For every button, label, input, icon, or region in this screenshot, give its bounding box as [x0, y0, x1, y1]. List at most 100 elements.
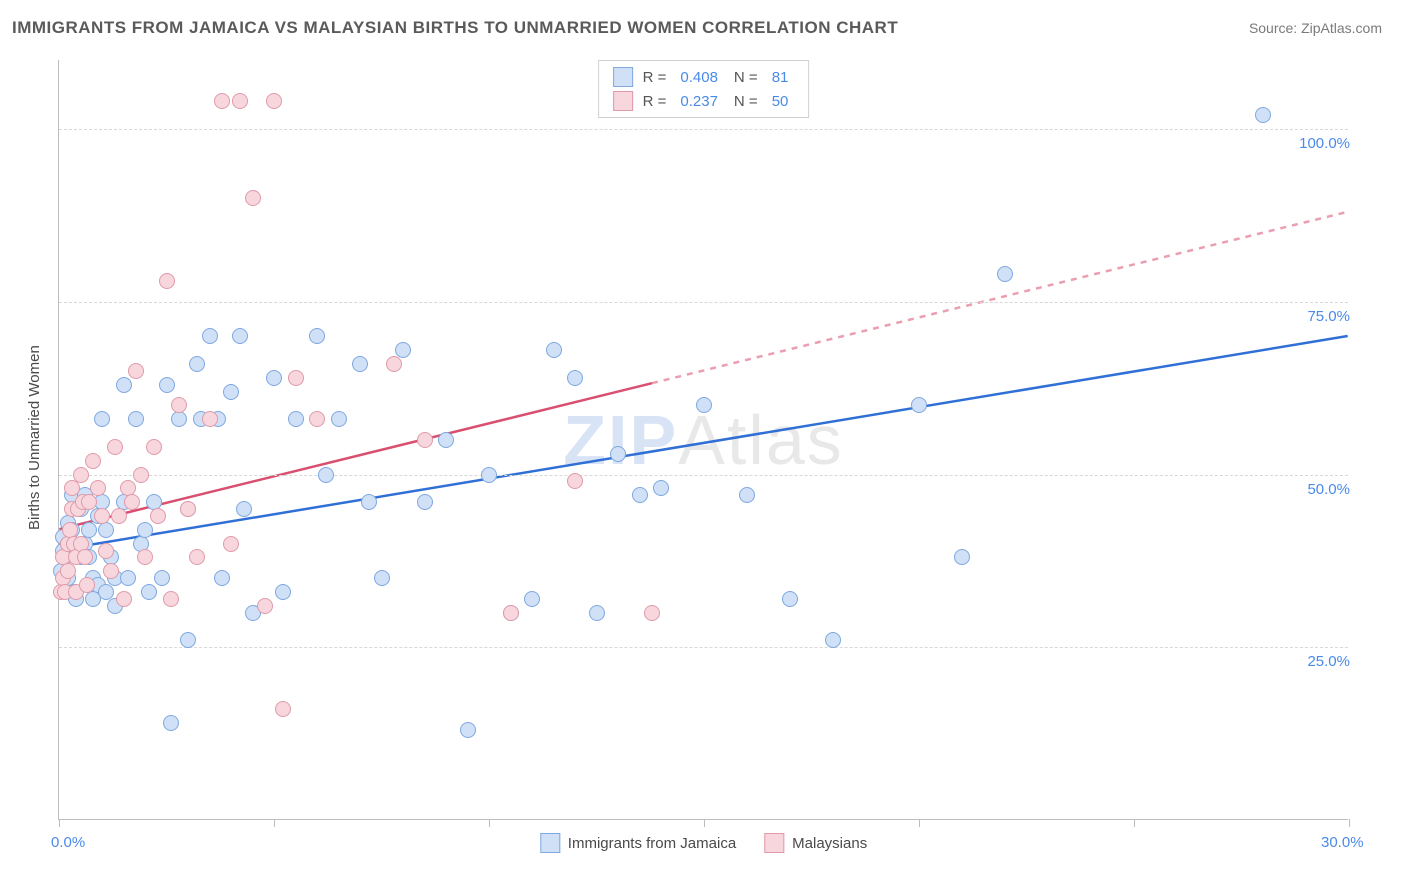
data-point	[103, 563, 119, 579]
x-tick-label: 0.0%	[51, 834, 85, 851]
data-point	[214, 93, 230, 109]
data-point	[331, 411, 347, 427]
data-point	[137, 522, 153, 538]
n-value-1: 50	[772, 93, 789, 110]
data-point	[111, 508, 127, 524]
data-point	[94, 411, 110, 427]
data-point	[524, 591, 540, 607]
data-point	[352, 356, 368, 372]
data-point	[275, 701, 291, 717]
data-point	[1255, 107, 1271, 123]
legend-label-1: Malaysians	[792, 835, 867, 852]
data-point	[318, 467, 334, 483]
data-point	[146, 439, 162, 455]
data-point	[266, 93, 282, 109]
legend-label-0: Immigrants from Jamaica	[568, 835, 736, 852]
data-point	[632, 487, 648, 503]
swatch-series-0	[613, 67, 633, 87]
data-point	[589, 605, 605, 621]
data-point	[189, 549, 205, 565]
data-point	[85, 453, 101, 469]
data-point	[567, 370, 583, 386]
data-point	[202, 411, 218, 427]
data-point	[739, 487, 755, 503]
n-value-0: 81	[772, 69, 789, 86]
data-point	[460, 722, 476, 738]
data-point	[644, 605, 660, 621]
data-point	[223, 384, 239, 400]
data-point	[997, 266, 1013, 282]
gridline	[59, 647, 1348, 648]
data-point	[288, 370, 304, 386]
data-point	[266, 370, 282, 386]
plot-area: ZIPAtlas R = 0.408 N = 81 R = 0.237 N = …	[58, 60, 1348, 820]
gridline	[59, 129, 1348, 130]
data-point	[128, 363, 144, 379]
r-value-1: 0.237	[680, 93, 718, 110]
data-point	[782, 591, 798, 607]
data-point	[180, 501, 196, 517]
source-attribution: Source: ZipAtlas.com	[1249, 20, 1382, 36]
data-point	[309, 411, 325, 427]
data-point	[73, 467, 89, 483]
data-point	[288, 411, 304, 427]
legend-series: Immigrants from Jamaica Malaysians	[540, 833, 867, 853]
data-point	[77, 549, 93, 565]
data-point	[163, 591, 179, 607]
data-point	[141, 584, 157, 600]
y-tick-label: 25.0%	[1307, 653, 1350, 670]
data-point	[159, 273, 175, 289]
data-point	[825, 632, 841, 648]
data-point	[116, 591, 132, 607]
data-point	[481, 467, 497, 483]
data-point	[98, 522, 114, 538]
data-point	[232, 328, 248, 344]
data-point	[610, 446, 626, 462]
data-point	[503, 605, 519, 621]
data-point	[154, 570, 170, 586]
data-point	[202, 328, 218, 344]
gridline	[59, 475, 1348, 476]
x-tick	[274, 819, 275, 827]
swatch-bottom-0	[540, 833, 560, 853]
data-point	[374, 570, 390, 586]
data-point	[275, 584, 291, 600]
data-point	[94, 508, 110, 524]
data-point	[417, 432, 433, 448]
swatch-bottom-1	[764, 833, 784, 853]
data-point	[696, 397, 712, 413]
data-point	[189, 356, 205, 372]
data-point	[90, 480, 106, 496]
swatch-series-1	[613, 91, 633, 111]
trend-lines	[59, 60, 1348, 819]
data-point	[159, 377, 175, 393]
legend-stats: R = 0.408 N = 81 R = 0.237 N = 50	[598, 60, 810, 118]
x-tick	[704, 819, 705, 827]
data-point	[653, 480, 669, 496]
data-point	[124, 494, 140, 510]
data-point	[245, 190, 261, 206]
y-tick-label: 75.0%	[1307, 308, 1350, 325]
y-tick-label: 50.0%	[1307, 481, 1350, 498]
data-point	[954, 549, 970, 565]
data-point	[223, 536, 239, 552]
data-point	[133, 467, 149, 483]
data-point	[128, 411, 144, 427]
data-point	[120, 570, 136, 586]
x-tick	[59, 819, 60, 827]
data-point	[180, 632, 196, 648]
data-point	[81, 494, 97, 510]
x-tick	[1134, 819, 1135, 827]
data-point	[417, 494, 433, 510]
data-point	[64, 480, 80, 496]
data-point	[60, 563, 76, 579]
data-point	[116, 377, 132, 393]
gridline	[59, 302, 1348, 303]
data-point	[79, 577, 95, 593]
x-tick	[1349, 819, 1350, 827]
data-point	[98, 543, 114, 559]
data-point	[232, 93, 248, 109]
r-value-0: 0.408	[680, 69, 718, 86]
data-point	[214, 570, 230, 586]
x-tick-label: 30.0%	[1321, 834, 1364, 851]
